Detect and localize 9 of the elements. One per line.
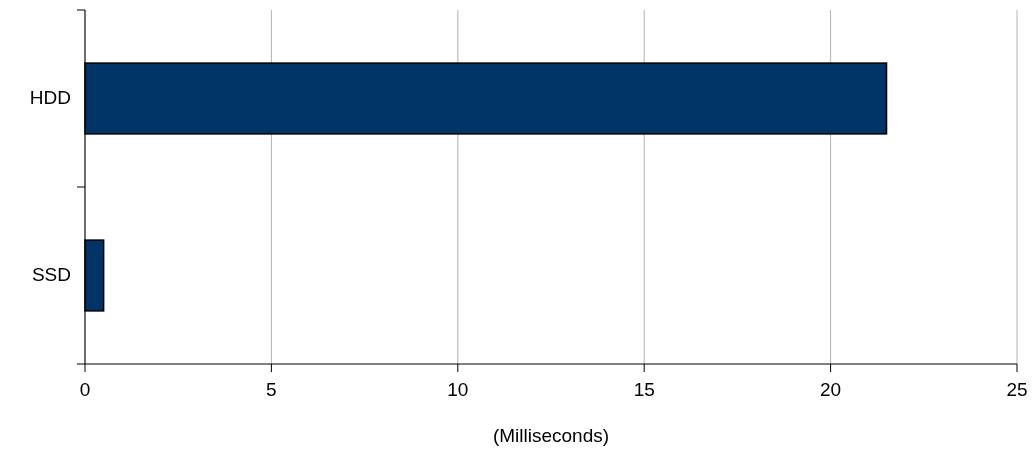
x-tick-label: 10 bbox=[447, 379, 469, 400]
x-tick-label: 15 bbox=[633, 379, 655, 400]
x-tick-label: 20 bbox=[820, 379, 842, 400]
y-tick-label: SSD bbox=[31, 263, 71, 285]
x-tick-label: 5 bbox=[266, 379, 277, 400]
x-tick-label: 0 bbox=[79, 379, 91, 400]
x-axis-title: (Milliseconds) bbox=[492, 425, 610, 446]
y-tick-label: HDD bbox=[29, 86, 71, 108]
x-tick-label: 25 bbox=[1006, 379, 1028, 400]
